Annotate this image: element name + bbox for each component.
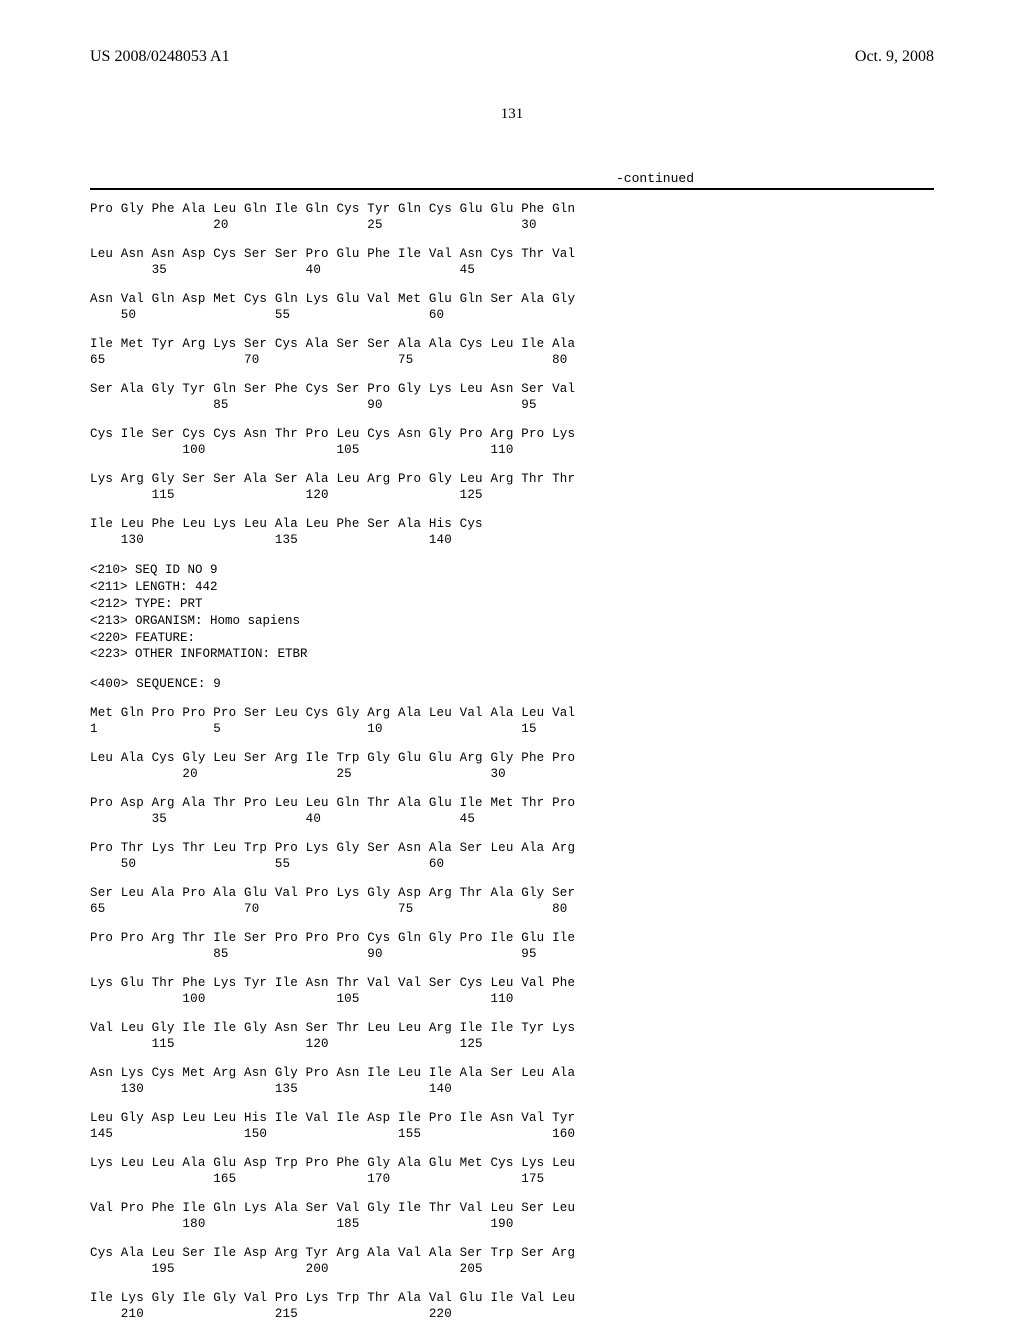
sequence-aa-row: Lys Glu Thr Phe Lys Tyr Ile Asn Thr Val … bbox=[90, 976, 934, 991]
sequence-num-row: 130 135 140 bbox=[90, 1082, 934, 1097]
sequence-num-row: 130 135 140 bbox=[90, 533, 934, 548]
sequence-listing-1: Pro Gly Phe Ala Leu Gln Ile Gln Cys Tyr … bbox=[90, 202, 934, 548]
sequence-num-row: 20 25 30 bbox=[90, 218, 934, 233]
sequence-num-row: 65 70 75 80 bbox=[90, 353, 934, 368]
sequence-listing-2: Met Gln Pro Pro Pro Ser Leu Cys Gly Arg … bbox=[90, 706, 934, 1322]
sequence-num-row: 35 40 45 bbox=[90, 263, 934, 278]
sequence-aa-row: Pro Thr Lys Thr Leu Trp Pro Lys Gly Ser … bbox=[90, 841, 934, 856]
sequence-num-row: 100 105 110 bbox=[90, 443, 934, 458]
sequence-num-row: 50 55 60 bbox=[90, 308, 934, 323]
sequence-aa-row: Lys Arg Gly Ser Ser Ala Ser Ala Leu Arg … bbox=[90, 472, 934, 487]
sequence-aa-row: Cys Ile Ser Cys Cys Asn Thr Pro Leu Cys … bbox=[90, 427, 934, 442]
sequence-aa-row: Leu Ala Cys Gly Leu Ser Arg Ile Trp Gly … bbox=[90, 751, 934, 766]
metadata-line: <220> FEATURE: bbox=[90, 630, 934, 647]
sequence-num-row: 85 90 95 bbox=[90, 947, 934, 962]
sequence-aa-row: Ile Met Tyr Arg Lys Ser Cys Ala Ser Ser … bbox=[90, 337, 934, 352]
sequence-num-row: 35 40 45 bbox=[90, 812, 934, 827]
sequence-num-row: 85 90 95 bbox=[90, 398, 934, 413]
sequence-aa-row: Ile Leu Phe Leu Lys Leu Ala Leu Phe Ser … bbox=[90, 517, 934, 532]
sequence-num-row: 145 150 155 160 bbox=[90, 1127, 934, 1142]
sequence-aa-row: Ser Ala Gly Tyr Gln Ser Phe Cys Ser Pro … bbox=[90, 382, 934, 397]
sequence-aa-row: Pro Pro Arg Thr Ile Ser Pro Pro Pro Cys … bbox=[90, 931, 934, 946]
sequence-aa-row: Met Gln Pro Pro Pro Ser Leu Cys Gly Arg … bbox=[90, 706, 934, 721]
sequence-aa-row: Cys Ala Leu Ser Ile Asp Arg Tyr Arg Ala … bbox=[90, 1246, 934, 1261]
sequence-aa-row: Lys Leu Leu Ala Glu Asp Trp Pro Phe Gly … bbox=[90, 1156, 934, 1171]
sequence-num-row: 50 55 60 bbox=[90, 857, 934, 872]
sequence-num-row: 115 120 125 bbox=[90, 488, 934, 503]
metadata-line: <210> SEQ ID NO 9 bbox=[90, 562, 934, 579]
sequence-aa-row: Ser Leu Ala Pro Ala Glu Val Pro Lys Gly … bbox=[90, 886, 934, 901]
sequence-num-row: 115 120 125 bbox=[90, 1037, 934, 1052]
divider bbox=[90, 188, 934, 190]
sequence-header: <400> SEQUENCE: 9 bbox=[90, 677, 934, 692]
metadata-line: <211> LENGTH: 442 bbox=[90, 579, 934, 596]
sequence-aa-row: Leu Gly Asp Leu Leu His Ile Val Ile Asp … bbox=[90, 1111, 934, 1126]
sequence-aa-row: Pro Asp Arg Ala Thr Pro Leu Leu Gln Thr … bbox=[90, 796, 934, 811]
metadata-line: <212> TYPE: PRT bbox=[90, 596, 934, 613]
continued-label: -continued bbox=[90, 171, 694, 186]
sequence-aa-row: Leu Asn Asn Asp Cys Ser Ser Pro Glu Phe … bbox=[90, 247, 934, 262]
publication-number: US 2008/0248053 A1 bbox=[90, 48, 230, 66]
sequence-num-row: 1 5 10 15 bbox=[90, 722, 934, 737]
page-number: 131 bbox=[90, 106, 934, 123]
sequence-label: <400> SEQUENCE: 9 bbox=[90, 677, 934, 692]
sequence-num-row: 20 25 30 bbox=[90, 767, 934, 782]
sequence-num-row: 65 70 75 80 bbox=[90, 902, 934, 917]
page-header: US 2008/0248053 A1 Oct. 9, 2008 bbox=[90, 48, 934, 66]
metadata-line: <223> OTHER INFORMATION: ETBR bbox=[90, 646, 934, 663]
sequence-aa-row: Val Pro Phe Ile Gln Lys Ala Ser Val Gly … bbox=[90, 1201, 934, 1216]
sequence-aa-row: Asn Lys Cys Met Arg Asn Gly Pro Asn Ile … bbox=[90, 1066, 934, 1081]
sequence-aa-row: Asn Val Gln Asp Met Cys Gln Lys Glu Val … bbox=[90, 292, 934, 307]
sequence-aa-row: Ile Lys Gly Ile Gly Val Pro Lys Trp Thr … bbox=[90, 1291, 934, 1306]
sequence-metadata: <210> SEQ ID NO 9<211> LENGTH: 442<212> … bbox=[90, 562, 934, 663]
sequence-num-row: 180 185 190 bbox=[90, 1217, 934, 1232]
sequence-num-row: 195 200 205 bbox=[90, 1262, 934, 1277]
metadata-line: <213> ORGANISM: Homo sapiens bbox=[90, 613, 934, 630]
publication-date: Oct. 9, 2008 bbox=[855, 48, 934, 66]
sequence-num-row: 165 170 175 bbox=[90, 1172, 934, 1187]
sequence-num-row: 100 105 110 bbox=[90, 992, 934, 1007]
sequence-aa-row: Pro Gly Phe Ala Leu Gln Ile Gln Cys Tyr … bbox=[90, 202, 934, 217]
sequence-aa-row: Val Leu Gly Ile Ile Gly Asn Ser Thr Leu … bbox=[90, 1021, 934, 1036]
